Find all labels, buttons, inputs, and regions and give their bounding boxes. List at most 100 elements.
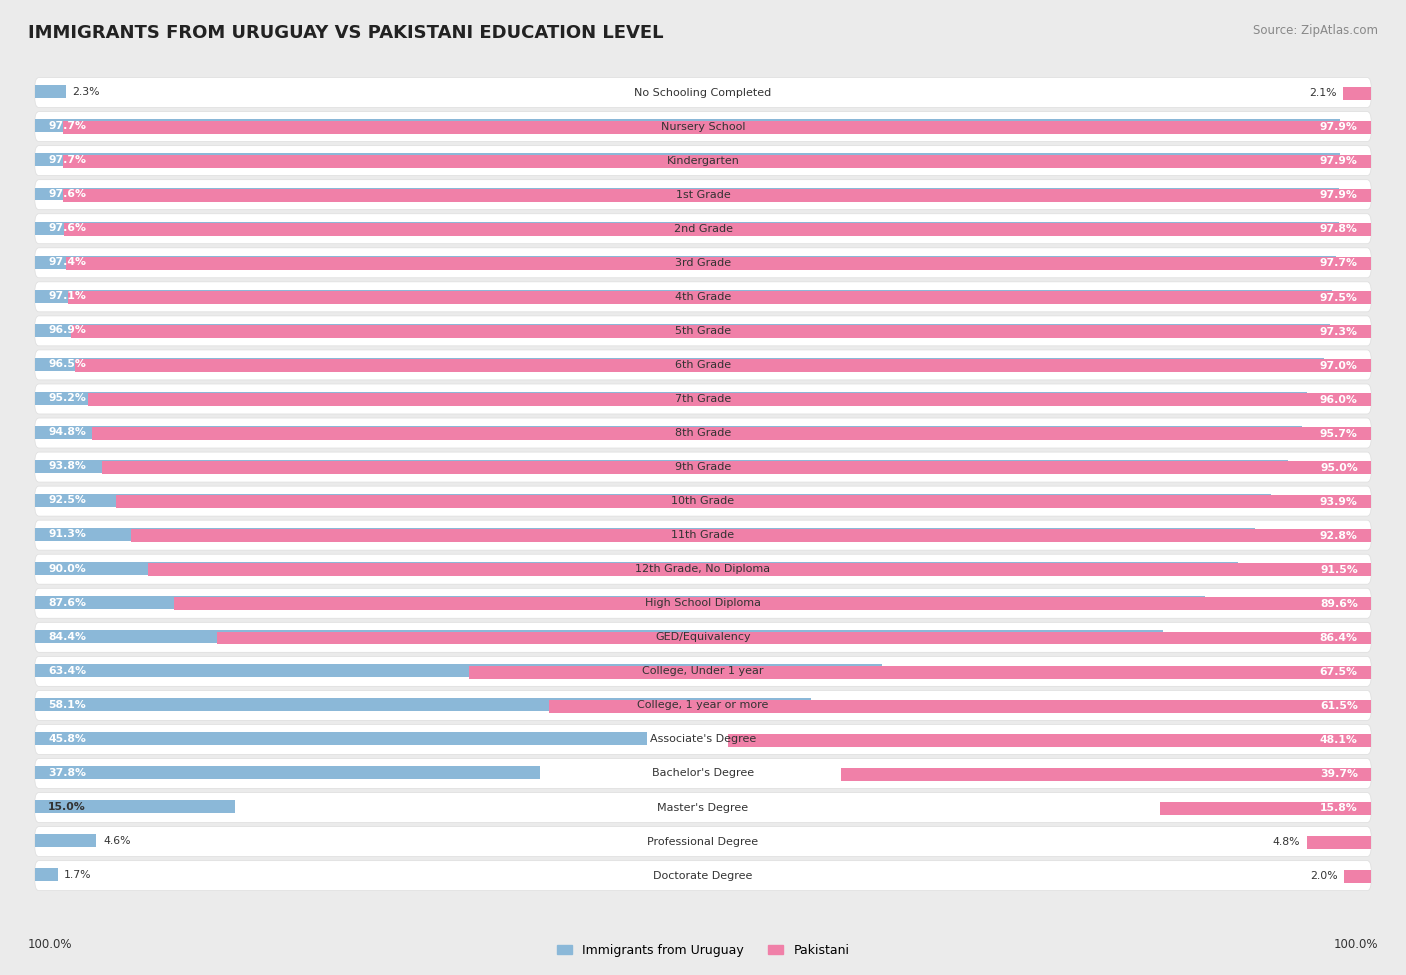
Text: 87.6%: 87.6% xyxy=(48,598,86,607)
Bar xyxy=(35,766,540,779)
Bar xyxy=(89,393,1371,407)
FancyBboxPatch shape xyxy=(35,214,1371,244)
Text: 6th Grade: 6th Grade xyxy=(675,360,731,370)
Text: 93.8%: 93.8% xyxy=(48,461,86,471)
Bar xyxy=(35,835,96,847)
Bar xyxy=(35,290,1333,302)
Bar xyxy=(117,495,1371,508)
Text: 1.7%: 1.7% xyxy=(65,870,91,880)
Bar xyxy=(75,359,1371,372)
Text: 96.9%: 96.9% xyxy=(48,326,86,335)
Bar xyxy=(70,325,1371,338)
FancyBboxPatch shape xyxy=(35,690,1371,721)
Bar xyxy=(63,121,1371,134)
Text: Source: ZipAtlas.com: Source: ZipAtlas.com xyxy=(1253,24,1378,37)
Text: 86.4%: 86.4% xyxy=(1320,633,1358,643)
Bar xyxy=(35,869,58,881)
Text: 4.6%: 4.6% xyxy=(103,836,131,846)
Text: 96.5%: 96.5% xyxy=(48,359,86,370)
Text: 97.7%: 97.7% xyxy=(1320,258,1358,268)
Text: 95.0%: 95.0% xyxy=(1320,463,1358,473)
FancyBboxPatch shape xyxy=(35,350,1371,380)
FancyBboxPatch shape xyxy=(35,282,1371,312)
Text: 97.1%: 97.1% xyxy=(48,292,86,301)
Text: 12th Grade, No Diploma: 12th Grade, No Diploma xyxy=(636,565,770,574)
Text: 58.1%: 58.1% xyxy=(48,700,86,710)
Bar xyxy=(35,596,1205,609)
Text: 100.0%: 100.0% xyxy=(1333,938,1378,951)
Text: 61.5%: 61.5% xyxy=(1320,701,1358,711)
Text: 97.4%: 97.4% xyxy=(48,257,86,267)
Bar xyxy=(1160,801,1371,815)
Text: 97.5%: 97.5% xyxy=(1320,292,1358,302)
Bar xyxy=(1344,870,1371,882)
FancyBboxPatch shape xyxy=(35,111,1371,141)
Text: 4th Grade: 4th Grade xyxy=(675,292,731,302)
FancyBboxPatch shape xyxy=(35,384,1371,414)
Text: 97.8%: 97.8% xyxy=(1320,224,1358,234)
Text: 9th Grade: 9th Grade xyxy=(675,462,731,472)
Bar xyxy=(35,324,1330,336)
Bar xyxy=(35,120,1340,133)
Text: 2.3%: 2.3% xyxy=(72,87,100,97)
Bar xyxy=(174,598,1371,610)
Text: 97.9%: 97.9% xyxy=(1320,190,1358,201)
Text: 97.3%: 97.3% xyxy=(1320,327,1358,336)
Text: 2.0%: 2.0% xyxy=(1310,872,1337,881)
Bar xyxy=(35,664,882,678)
FancyBboxPatch shape xyxy=(35,759,1371,789)
Text: 95.7%: 95.7% xyxy=(1320,429,1358,439)
Bar xyxy=(65,223,1371,236)
Bar xyxy=(35,426,1302,439)
Text: 67.5%: 67.5% xyxy=(1320,667,1358,677)
Text: 97.0%: 97.0% xyxy=(1320,361,1358,370)
Bar xyxy=(35,630,1163,644)
FancyBboxPatch shape xyxy=(35,179,1371,210)
Bar xyxy=(35,698,811,711)
FancyBboxPatch shape xyxy=(35,793,1371,823)
Legend: Immigrants from Uruguay, Pakistani: Immigrants from Uruguay, Pakistani xyxy=(551,939,855,961)
Text: 91.5%: 91.5% xyxy=(1320,565,1358,575)
Text: 11th Grade: 11th Grade xyxy=(672,530,734,540)
Bar xyxy=(35,255,1337,268)
FancyBboxPatch shape xyxy=(35,724,1371,755)
Bar xyxy=(35,562,1237,575)
Text: 4.8%: 4.8% xyxy=(1272,838,1301,847)
FancyBboxPatch shape xyxy=(35,861,1371,890)
Text: 10th Grade: 10th Grade xyxy=(672,496,734,506)
Bar xyxy=(63,155,1371,168)
Text: 95.2%: 95.2% xyxy=(48,393,86,404)
Text: 7th Grade: 7th Grade xyxy=(675,394,731,404)
Text: 15.8%: 15.8% xyxy=(1320,803,1358,813)
Text: College, 1 year or more: College, 1 year or more xyxy=(637,700,769,711)
Text: 92.8%: 92.8% xyxy=(1320,530,1358,541)
FancyBboxPatch shape xyxy=(35,78,1371,107)
Bar xyxy=(35,358,1324,370)
Bar xyxy=(101,461,1371,474)
Text: 63.4%: 63.4% xyxy=(48,666,86,676)
Bar xyxy=(69,292,1371,304)
Bar xyxy=(1343,87,1371,99)
Bar xyxy=(550,700,1371,713)
Bar xyxy=(217,632,1371,644)
Bar xyxy=(35,153,1340,167)
FancyBboxPatch shape xyxy=(35,554,1371,584)
Text: IMMIGRANTS FROM URUGUAY VS PAKISTANI EDUCATION LEVEL: IMMIGRANTS FROM URUGUAY VS PAKISTANI EDU… xyxy=(28,24,664,42)
Bar xyxy=(93,427,1371,440)
Bar xyxy=(35,528,1256,541)
Text: Nursery School: Nursery School xyxy=(661,122,745,132)
Text: 5th Grade: 5th Grade xyxy=(675,326,731,335)
FancyBboxPatch shape xyxy=(35,521,1371,550)
FancyBboxPatch shape xyxy=(35,588,1371,618)
Text: Doctorate Degree: Doctorate Degree xyxy=(654,871,752,880)
Bar xyxy=(35,86,66,98)
FancyBboxPatch shape xyxy=(35,316,1371,346)
Text: 2nd Grade: 2nd Grade xyxy=(673,223,733,234)
Text: 97.6%: 97.6% xyxy=(48,223,86,233)
Text: 48.1%: 48.1% xyxy=(1320,735,1358,745)
Text: Associate's Degree: Associate's Degree xyxy=(650,734,756,745)
Text: Kindergarten: Kindergarten xyxy=(666,156,740,166)
FancyBboxPatch shape xyxy=(35,145,1371,176)
FancyBboxPatch shape xyxy=(35,248,1371,278)
Text: 39.7%: 39.7% xyxy=(1320,769,1358,779)
